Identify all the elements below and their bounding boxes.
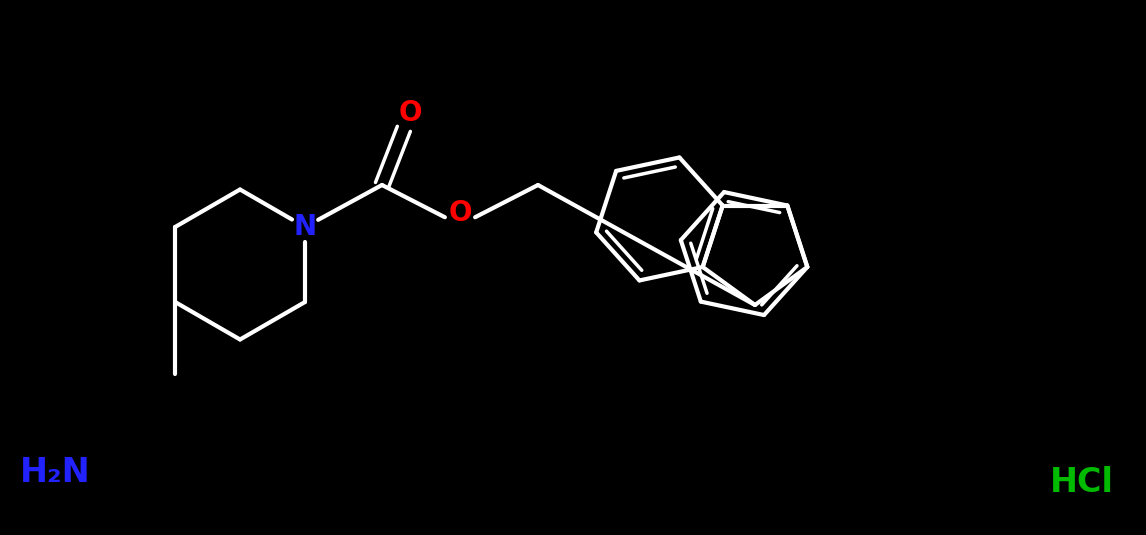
Text: N: N (293, 213, 316, 241)
Text: O: O (448, 199, 472, 227)
Text: HCl: HCl (1050, 467, 1114, 500)
Text: H₂N: H₂N (19, 456, 91, 490)
Text: O: O (399, 99, 422, 127)
